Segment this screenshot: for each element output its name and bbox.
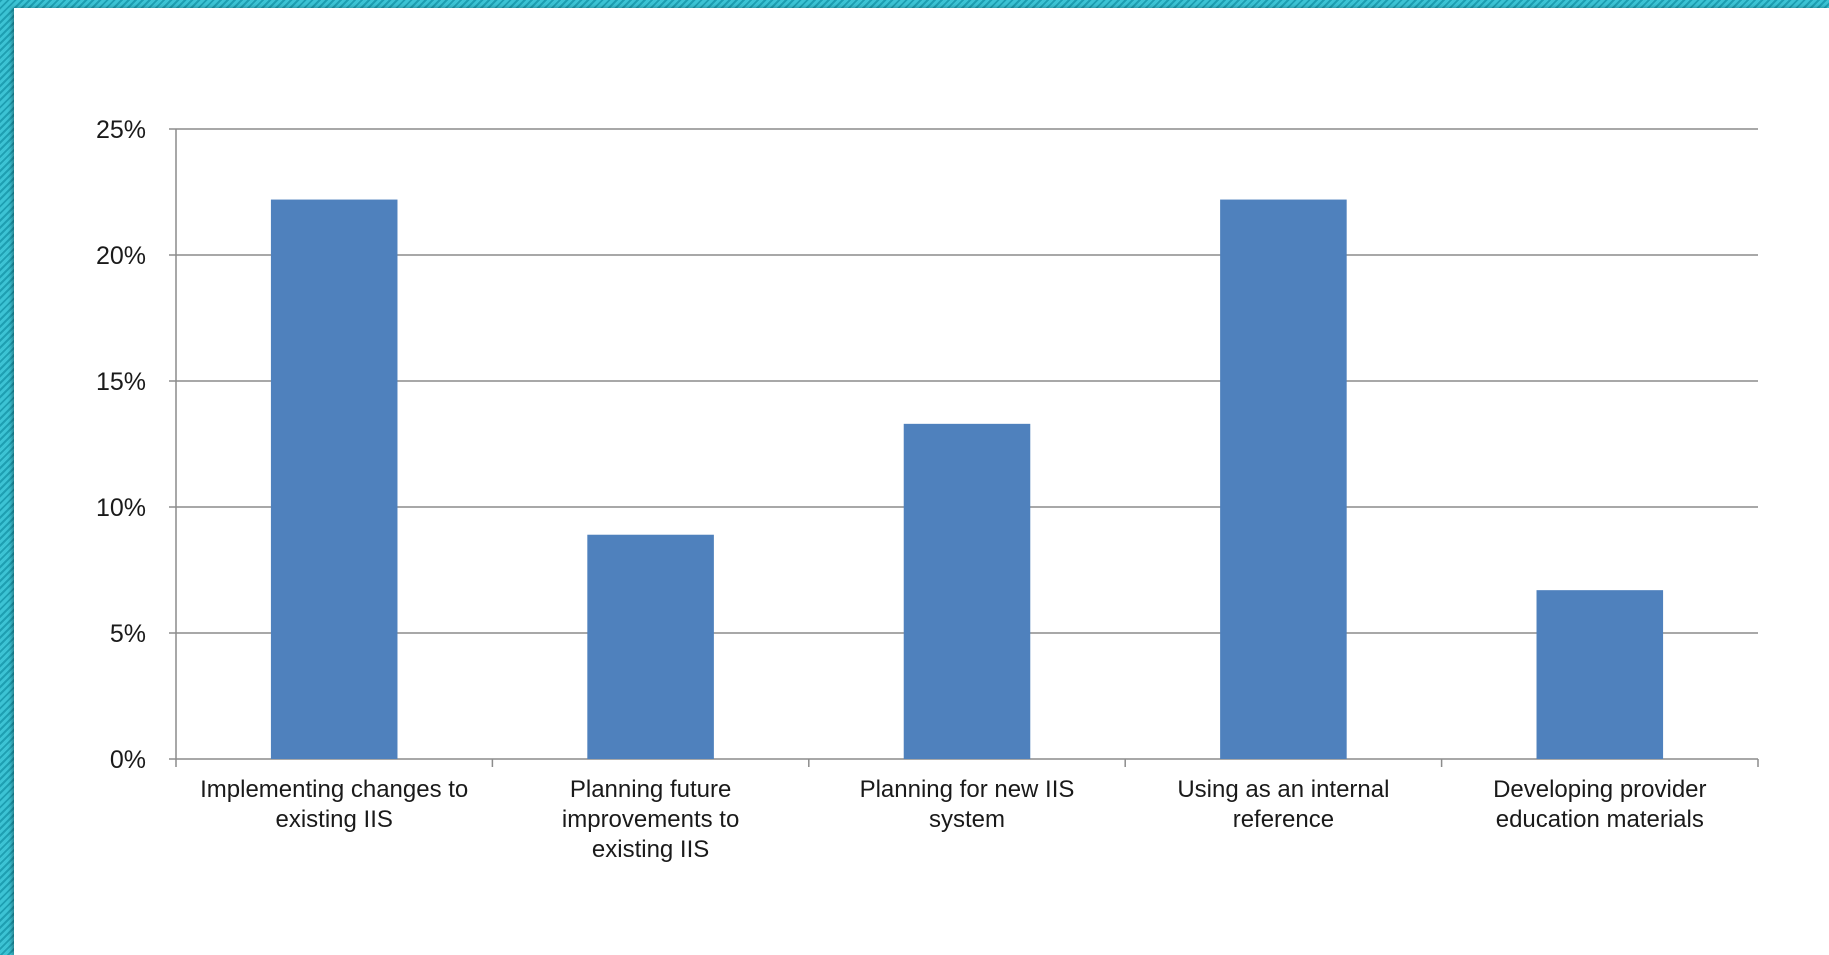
y-tick-label: 15% [96, 368, 146, 396]
y-tick-label: 5% [110, 620, 146, 648]
x-category-label-line: education materials [1496, 806, 1704, 833]
x-category-label-line: improvements to [562, 806, 739, 833]
bar [1537, 590, 1664, 759]
bar [271, 200, 398, 759]
bar [1220, 200, 1347, 759]
y-tick-labels: 0% 5% 10% 15% 20% 25% [96, 116, 146, 774]
y-tick-label: 20% [96, 242, 146, 270]
y-tick-label: 0% [110, 746, 146, 774]
bar [904, 424, 1031, 759]
x-category-label-line: Planning for new IIS [860, 776, 1075, 803]
x-category-label-line: existing IIS [276, 806, 393, 833]
y-tick-label: 10% [96, 494, 146, 522]
y-tick-label: 25% [96, 116, 146, 144]
x-category-label-line: Developing provider [1493, 776, 1706, 803]
x-category-label: Implementing changes to existing IIS [200, 776, 468, 833]
x-category-label-line: system [929, 806, 1005, 833]
x-category-label: Developing provider education materials [1493, 776, 1706, 833]
bars [271, 200, 1663, 759]
x-category-label-line: Planning future [570, 776, 731, 803]
x-category-label: Planning future improvements to existing I… [562, 776, 739, 863]
x-category-label-line: Using as an internal [1177, 776, 1389, 803]
bar [587, 535, 714, 759]
x-category-label-line: reference [1233, 806, 1334, 833]
x-category-label-line: existing IIS [592, 836, 709, 863]
x-category-label: Using as an internal reference [1177, 776, 1389, 833]
x-category-label-line: Implementing changes to [200, 776, 468, 803]
x-category-label: Planning for new IIS system [860, 776, 1075, 833]
x-category-labels: Implementing changes to existing IISPlann… [200, 776, 1706, 863]
